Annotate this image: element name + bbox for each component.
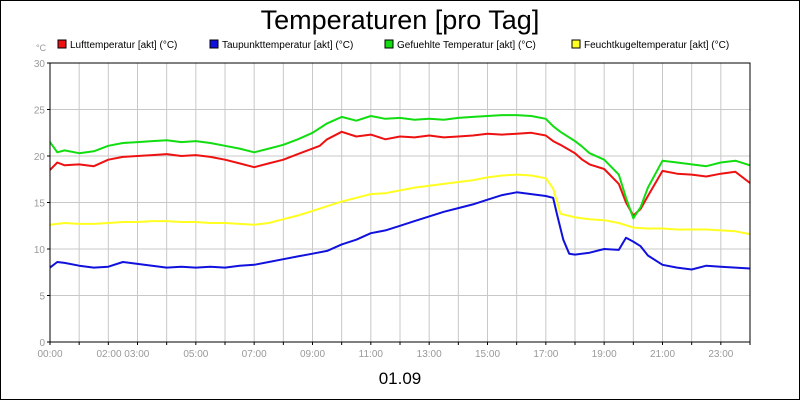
x-tick-label: 00:00 [37,349,62,360]
y-tick-label: 30 [34,59,46,70]
legend-label: Gefuehlte Temperatur [akt] (°C) [397,40,536,51]
y-tick-label: 15 [34,199,46,210]
date-label: 01.09 [379,369,422,388]
x-tick-label: 23:00 [708,349,733,360]
y-tick-label: 25 [34,106,46,117]
series-line-4 [49,173,751,236]
y-axis-ticks: 0 5 10 15 20 25 30 [34,59,50,349]
legend-label: Taupunkttemperatur [akt] (°C) [222,40,353,51]
y-tick-label: 0 [39,338,45,349]
legend-swatch [209,39,219,49]
chart-title: Temperaturen [pro Tag] [261,5,540,35]
x-tick-label: 13:00 [417,349,442,360]
plot-area-border [49,62,751,343]
y-unit-label: °C [36,43,47,53]
x-tick-label: 05:00 [183,349,208,360]
x-tick-label: 15:00 [475,349,500,360]
x-tick-label: 07:00 [242,349,267,360]
x-tick-label: 17:00 [533,349,558,360]
x-tick-label: 11:00 [359,349,384,360]
series-line-2 [49,191,751,271]
legend-label: Feuchtkugeltemperatur [akt] (°C) [584,40,729,51]
series-line-3 [49,114,751,220]
y-tick-label: 5 [39,292,45,303]
x-tick-label: 21:00 [650,349,675,360]
legend-swatch [57,39,67,49]
legend-swatch [384,39,394,49]
legend-label: Lufttemperatur [akt] (°C) [70,40,177,51]
y-tick-label: 20 [34,152,46,163]
x-tick-label: 19:00 [592,349,617,360]
legend-swatch [571,39,581,49]
x-axis-ticks: 00:00 02:00 03:00 05:00 07:00 09:00 11:00 13:0… [37,342,751,360]
legend: Lufttemperatur [akt] (°C) Taupunkttempera… [57,39,729,51]
x-tick-label: 02:00 03:00 [97,349,150,360]
series-lines [49,114,751,271]
x-tick-label: 09:00 [300,349,325,360]
y-tick-label: 10 [34,245,46,256]
